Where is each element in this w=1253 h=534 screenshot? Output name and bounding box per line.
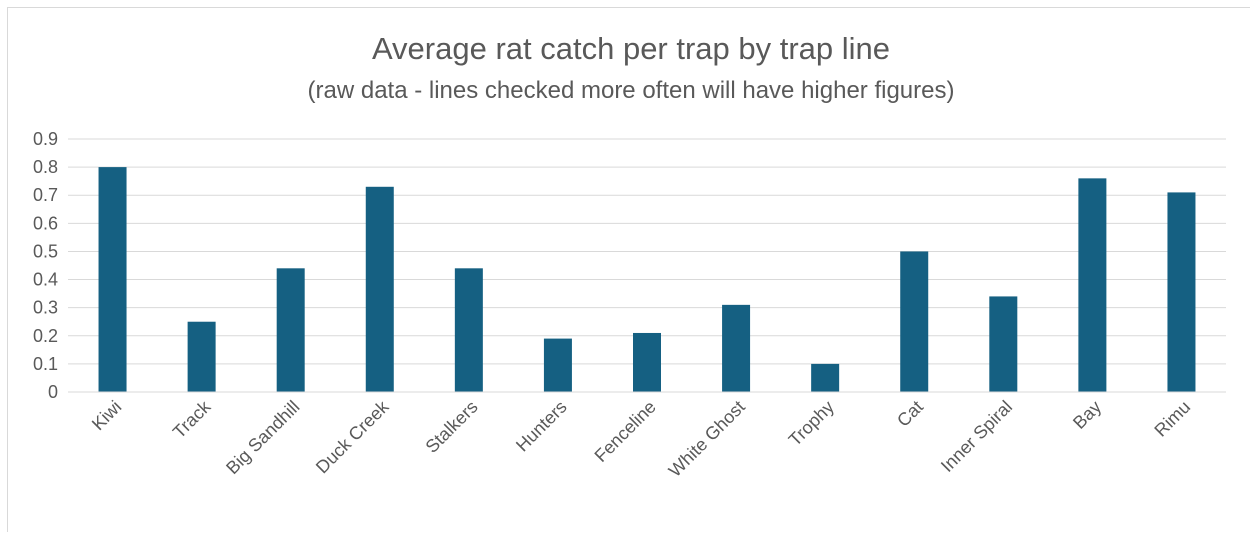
y-tick-label: 0.1 (33, 354, 58, 374)
x-tick-label: Bay (1069, 397, 1105, 433)
chart-title: Average rat catch per trap by trap line (372, 31, 890, 66)
x-tick-label: Hunters (512, 397, 571, 456)
y-tick-label: 0.7 (33, 185, 58, 205)
x-tick-label: Kiwi (88, 397, 125, 434)
y-tick-label: 0.4 (33, 270, 58, 290)
y-axis-ticks: 0 0.1 0.2 0.3 0.4 0.5 0.6 0.7 0.8 0.9 (33, 129, 58, 402)
y-tick-label: 0.8 (33, 157, 58, 177)
y-tick-label: 0.2 (33, 326, 58, 346)
gridlines (68, 138, 1226, 365)
y-tick-label: 0.3 (33, 298, 58, 318)
bar-big-sandhill (276, 268, 305, 392)
x-tick-label: Trophy (785, 397, 838, 450)
bar-bay (1078, 178, 1107, 392)
bar-trophy (811, 363, 840, 392)
chart-subtitle: (raw data - lines checked more often wil… (308, 77, 955, 104)
y-tick-label: 0.6 (33, 213, 58, 233)
bar-white-ghost (722, 304, 751, 392)
bar-fenceline (633, 332, 661, 392)
bar-inner-spiral (989, 296, 1018, 392)
bar-track (187, 321, 216, 392)
bar-rimu (1167, 192, 1196, 392)
bar-hunters (543, 338, 572, 392)
x-axis-labels: Kiwi Track Big Sandhill Duck Creek Stalkers H… (88, 396, 1194, 481)
x-tick-label: Rimu (1150, 397, 1194, 441)
x-tick-label: Duck Creek (312, 396, 393, 477)
x-tick-label: Cat (893, 397, 927, 431)
x-tick-label: Inner Spiral (937, 397, 1016, 476)
x-tick-label: White Ghost (665, 397, 749, 481)
y-tick-label: 0.9 (33, 129, 58, 149)
chart-frame (7, 7, 1250, 532)
y-tick-label: 0.5 (33, 241, 58, 261)
x-tick-label: Track (169, 396, 215, 442)
x-tick-label: Fenceline (590, 397, 659, 466)
bar-duck-creek (365, 186, 394, 392)
x-tick-label: Stalkers (422, 397, 482, 457)
bars (98, 167, 1196, 392)
bar-cat (900, 251, 929, 392)
y-tick-label: 0 (48, 382, 58, 402)
x-tick-label: Big Sandhill (222, 397, 303, 478)
bar-kiwi (98, 167, 127, 392)
bar-stalkers (454, 268, 483, 392)
